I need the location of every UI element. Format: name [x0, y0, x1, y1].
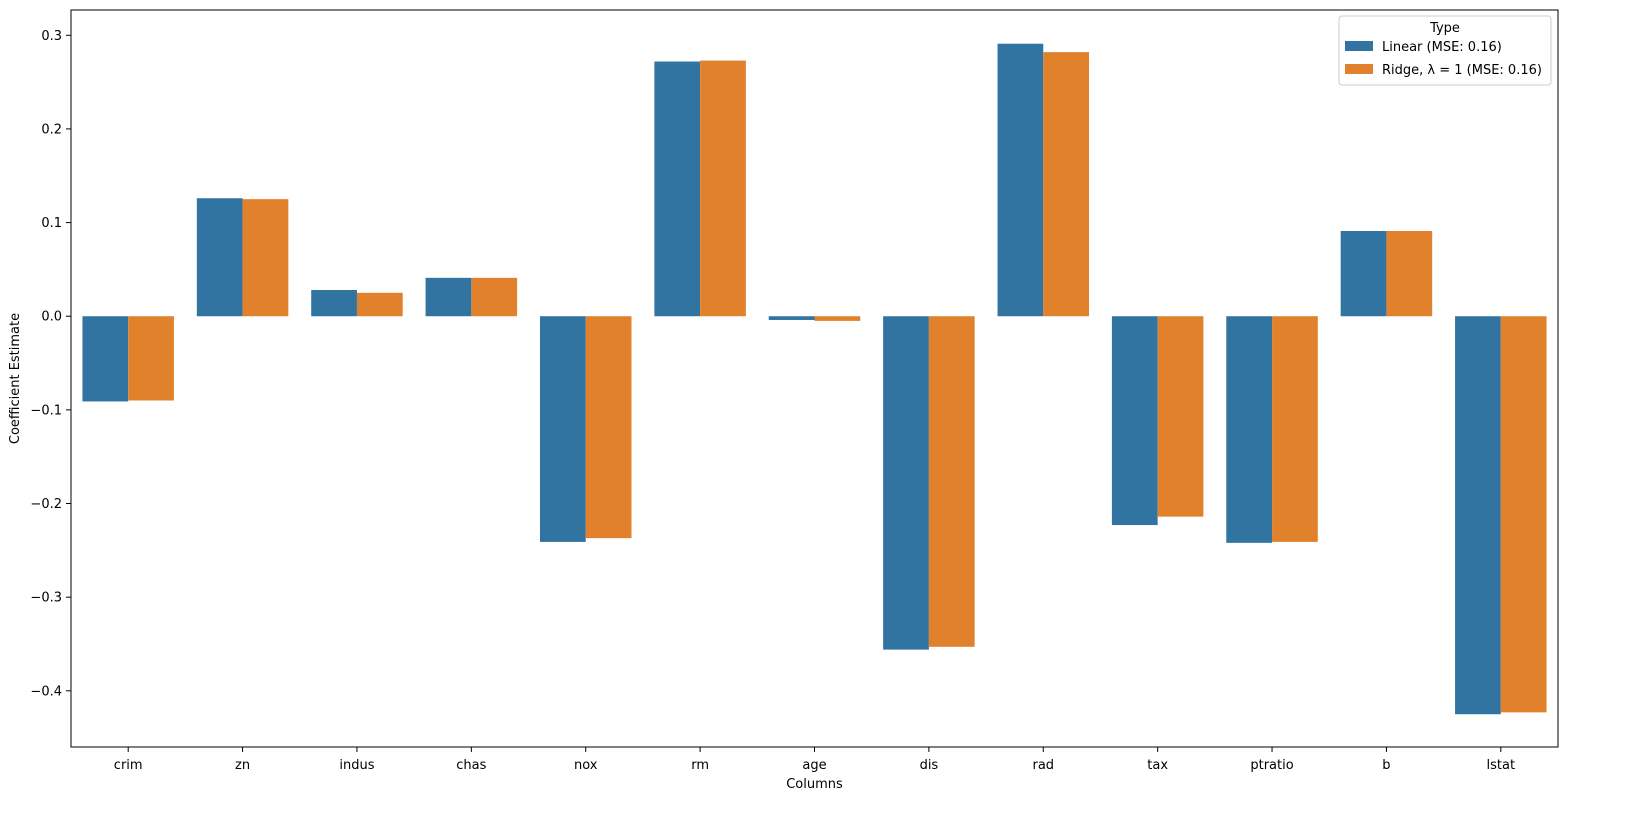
- bar-ridge-lstat: [1500, 316, 1547, 713]
- bar-linear-indus: [311, 290, 357, 317]
- bar-linear-lstat: [1455, 316, 1501, 715]
- bar-ridge-rm: [700, 60, 746, 317]
- bar-ridge-zn: [242, 199, 289, 317]
- x-tick-label: nox: [574, 758, 598, 773]
- x-tick-label: dis: [920, 758, 939, 773]
- bar-ridge-indus: [356, 292, 403, 317]
- bar-ridge-nox: [585, 316, 632, 539]
- y-axis-ticks: −0.4 −0.3 −0.2 −0.1 0.0 0.1 0.2 0.3: [30, 29, 71, 699]
- bars-group: [82, 43, 1547, 715]
- bar-ridge-ptratio: [1272, 316, 1318, 542]
- bar-linear-rad: [997, 43, 1044, 317]
- x-tick-label: chas: [456, 758, 486, 773]
- x-tick-label: b: [1382, 758, 1390, 773]
- x-tick-label: indus: [339, 758, 374, 773]
- legend-swatch-linear: [1345, 41, 1373, 51]
- x-tick-label: crim: [114, 758, 143, 773]
- y-tick-label: −0.3: [30, 591, 62, 606]
- bar-linear-rm: [654, 61, 701, 317]
- bar-linear-nox: [539, 316, 586, 542]
- bar-linear-age: [768, 316, 815, 320]
- legend: Type Linear (MSE: 0.16) Ridge, λ = 1 (MS…: [1338, 15, 1552, 86]
- x-tick-label: tax: [1147, 758, 1168, 773]
- bar-ridge-chas: [471, 277, 518, 317]
- legend-label-ridge: Ridge, λ = 1 (MSE: 0.16): [1382, 63, 1542, 78]
- bar-ridge-dis: [928, 316, 975, 647]
- bar-linear-dis: [883, 316, 929, 650]
- y-tick-label: 0.2: [41, 122, 62, 137]
- bar-linear-chas: [425, 277, 472, 317]
- bar-ridge-b: [1386, 231, 1433, 317]
- y-tick-label: −0.4: [30, 684, 62, 699]
- x-axis-ticks: crim zn indus chas nox rm age dis rad tax ptratio b…: [114, 747, 1515, 773]
- bar-linear-b: [1340, 231, 1387, 317]
- legend-label-linear: Linear (MSE: 0.16): [1382, 40, 1502, 55]
- bar-ridge-tax: [1157, 316, 1204, 517]
- legend-title: Type: [1429, 21, 1460, 36]
- bar-linear-ptratio: [1226, 316, 1273, 543]
- bar-ridge-rad: [1043, 52, 1090, 317]
- x-tick-label: rm: [691, 758, 709, 773]
- y-tick-label: −0.1: [30, 403, 62, 418]
- x-tick-label: zn: [235, 758, 250, 773]
- plot-frame: [70, 9, 1559, 748]
- bar-linear-crim: [82, 316, 129, 402]
- x-tick-label: ptratio: [1250, 758, 1293, 773]
- bar-linear-zn: [196, 198, 243, 317]
- x-axis-label: Columns: [786, 777, 843, 792]
- y-tick-label: 0.1: [41, 216, 62, 231]
- x-tick-label: age: [802, 758, 826, 773]
- x-tick-label: lstat: [1487, 758, 1516, 773]
- y-axis-label: Coefficient Estimate: [8, 313, 23, 444]
- bar-linear-tax: [1111, 316, 1158, 526]
- y-tick-label: −0.2: [30, 497, 62, 512]
- bar-ridge-crim: [128, 316, 174, 401]
- legend-swatch-ridge: [1345, 64, 1373, 74]
- legend-box: [1338, 15, 1552, 86]
- bar-ridge-age: [814, 316, 861, 321]
- x-tick-label: rad: [1032, 758, 1054, 773]
- y-tick-label: 0.3: [41, 29, 62, 44]
- y-tick-label: 0.0: [41, 310, 62, 325]
